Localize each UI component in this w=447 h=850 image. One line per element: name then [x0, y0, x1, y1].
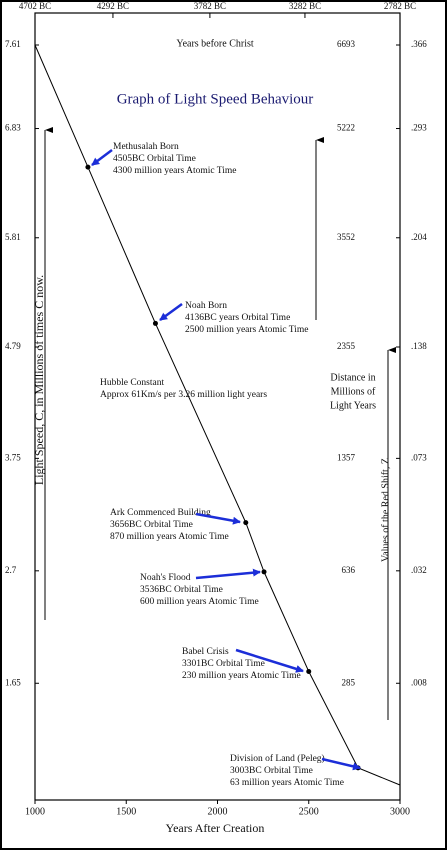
y3-tick-label: 2355	[337, 341, 356, 351]
annotation: Division of Land (Peleg)	[230, 753, 325, 764]
annotation: 3003BC Orbital Time	[230, 766, 313, 776]
y2-tick-label: .073	[411, 452, 427, 462]
point	[306, 668, 312, 674]
annotation: Methusalah Born	[113, 142, 179, 152]
curve	[34, 44, 401, 786]
y-tick-label: 1.65	[5, 677, 21, 687]
annotation: 600 million years Atomic Time	[140, 597, 259, 607]
y3-tick-label: 1357	[337, 452, 356, 462]
y2-tick-label: .138	[411, 341, 427, 351]
point	[152, 320, 158, 326]
y-tick-label: 4.79	[5, 341, 21, 351]
x-tick-label: 2000	[208, 806, 228, 817]
point	[85, 164, 91, 170]
annotation: 4136BC years Orbital Time	[185, 313, 290, 323]
x2-tick-label: 3782 BC	[194, 1, 226, 11]
y2-tick-label: .008	[411, 677, 427, 687]
y-tick-label: 6.83	[5, 123, 21, 133]
annotation: 3656BC Orbital Time	[110, 520, 193, 530]
y3-axis-title: Millions of	[331, 386, 376, 397]
annotation: 230 million years Atomic Time	[182, 671, 301, 681]
y3-tick-label: 636	[342, 565, 356, 575]
y3-axis-title: Distance in	[330, 372, 375, 383]
y3-tick-label: 6693	[337, 39, 356, 49]
y3-tick-label: 5222	[337, 123, 355, 133]
x2-tick-label: 2782 BC	[384, 1, 416, 11]
y-tick-label: 3.75	[5, 452, 21, 462]
y3-tick-label: 3552	[337, 232, 355, 242]
x-tick-label: 1500	[116, 806, 136, 817]
chart-title: Graph of Light Speed Behaviour	[117, 91, 314, 107]
y3-axis-title: Light Years	[330, 400, 376, 411]
annotation-arrow	[91, 149, 113, 166]
annotation-arrow	[159, 302, 183, 322]
annotation: 3536BC Orbital Time	[140, 585, 223, 595]
annotation: Approx 61Km/s per 3.26 million light yea…	[100, 390, 267, 400]
y2-tick-label: .366	[411, 39, 427, 49]
y2-axis-title: Values of the Red Shift, Z	[380, 458, 391, 562]
annotation-arrow	[321, 757, 361, 771]
annotation: Noah's Flood	[140, 573, 191, 583]
y2-tick-label: .293	[411, 123, 427, 133]
x2-tick-label: 3282 BC	[289, 1, 321, 11]
x2-axis-title: Years before Christ	[176, 38, 254, 49]
y-tick-label: 5.81	[5, 232, 21, 242]
annotation: 3301BC Orbital Time	[182, 659, 265, 669]
annotation: 870 million years Atomic Time	[110, 532, 229, 542]
x-tick-label: 3000	[390, 806, 410, 817]
x-tick-label: 1000	[25, 806, 45, 817]
x-tick-label: 2500	[299, 806, 319, 817]
y-axis-title: Light Speed, C, in Millions of times C n…	[32, 275, 46, 485]
annotation: Ark Commenced Building	[110, 508, 211, 518]
point	[261, 569, 267, 575]
annotation: 4505BC Orbital Time	[113, 154, 196, 164]
x-axis-title: Years After Creation	[166, 821, 265, 835]
y2-tick-label: .204	[411, 232, 427, 242]
annotation: Hubble Constant	[100, 378, 164, 388]
y3-tick-label: 285	[342, 677, 356, 687]
annotation-arrow	[195, 512, 241, 525]
y-tick-label: 7.61	[5, 39, 21, 49]
annotation: 4300 million years Atomic Time	[113, 166, 237, 176]
y2-tick-label: .032	[411, 565, 427, 575]
y-tick-label: 2.7	[5, 565, 17, 575]
annotation: 2500 million years Atomic Time	[185, 325, 309, 335]
x2-tick-label: 4702 BC	[19, 1, 51, 11]
annotation: Babel Crisis	[182, 647, 229, 657]
point	[243, 520, 249, 526]
annotation: Noah Born	[185, 301, 227, 311]
annotation-arrow	[235, 648, 304, 673]
annotation: 63 million years Atomic Time	[230, 778, 344, 788]
annotation-arrow	[195, 568, 261, 580]
x2-tick-label: 4292 BC	[97, 1, 129, 11]
